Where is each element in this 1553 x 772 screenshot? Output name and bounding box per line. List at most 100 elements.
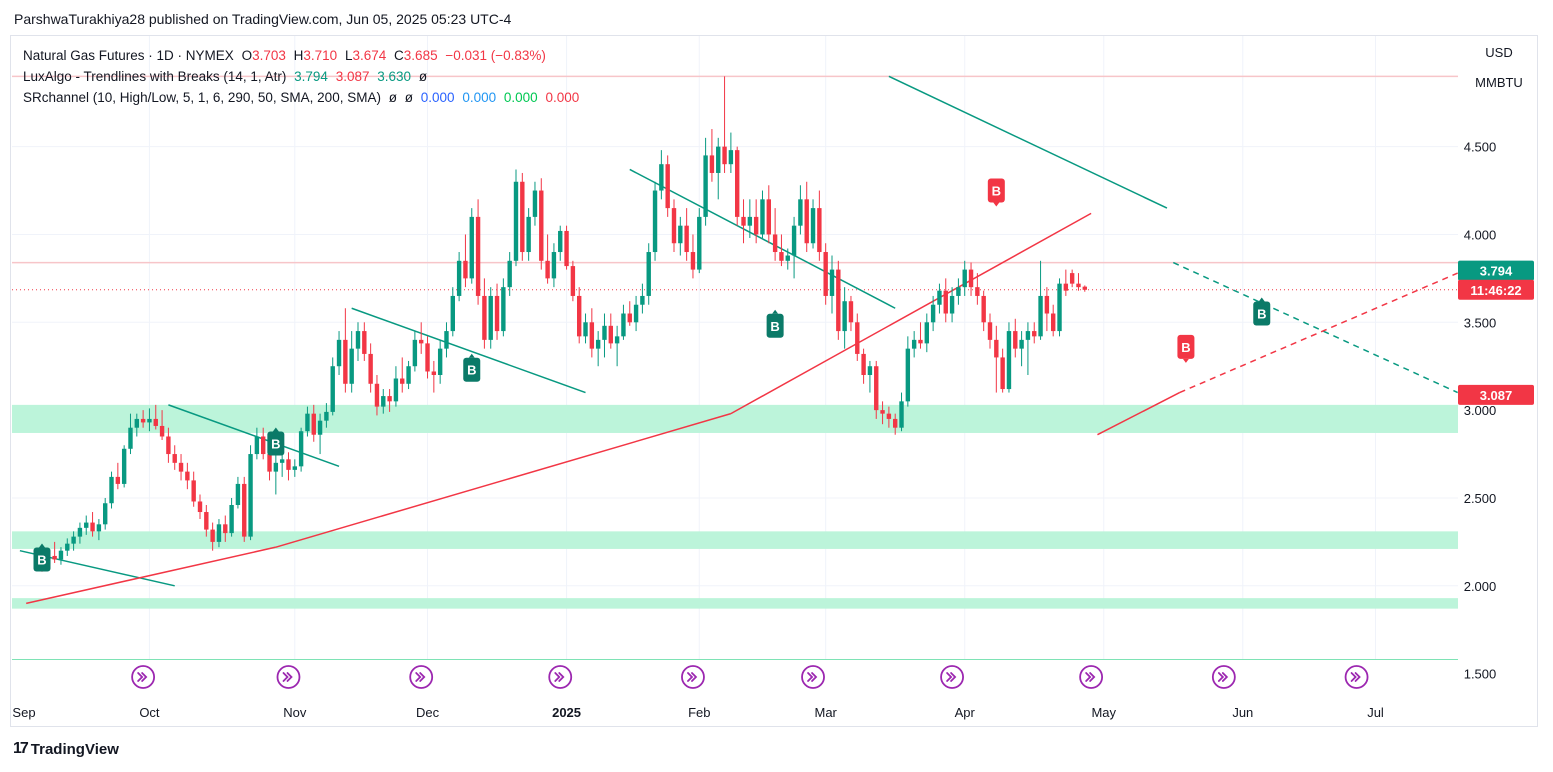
candle [753,199,759,244]
candle-body [229,505,234,534]
event-icon-arrows [946,672,957,682]
event-icon[interactable] [801,665,825,689]
legend-srchannel-row[interactable]: SRchannel (10, High/Low, 5, 1, 6, 290, 5… [23,87,583,108]
candle-body [602,325,607,340]
price-label: 3.794 [1458,260,1534,281]
break-marker: B [1177,334,1195,363]
x-tick-label: Mar [814,705,837,720]
legend-luxalgo-row[interactable]: LuxAlgo - Trendlines with Breaks (14, 1,… [23,66,583,87]
event-icon[interactable] [409,665,434,689]
candle [520,172,525,261]
candle-body [501,287,506,332]
candle [368,343,373,393]
srchannel-value-2: ø [404,90,413,105]
srchannel-value-5: 0.000 [503,90,538,105]
candle-body [235,483,241,505]
candle [823,243,828,305]
open-label: O [241,48,253,63]
break-marker-box [987,178,1005,203]
candle [899,392,904,432]
candle-body [633,304,639,323]
candle [324,403,329,428]
y-tick-label: 2.000 [1464,579,1497,594]
tradingview-logo[interactable]: 17 TradingView [13,740,119,758]
candle [1044,287,1050,332]
event-icon[interactable] [940,665,964,689]
candle-body [659,164,664,191]
candle [96,519,102,541]
candle [191,471,196,507]
candle [134,413,139,437]
candle [652,181,658,261]
candle [387,389,392,412]
candle [905,336,911,407]
symbol-name: Natural Gas Futures · 1D · NYMEX [23,48,234,63]
candle-body [121,448,127,484]
candle [665,155,670,217]
candle [614,325,620,367]
candle [741,199,746,244]
event-icon[interactable] [276,665,301,689]
candle [633,295,639,332]
tradingview-brand: TradingView [30,740,119,758]
candle-body [223,524,228,534]
low-value: 3.674 [352,48,387,63]
candle [595,331,601,367]
candle [121,445,127,488]
candle [1006,322,1012,393]
candle-body [349,348,354,384]
candle [223,515,228,542]
candle-body [494,295,500,332]
tradingview-logo-icon: 17 [13,740,29,757]
trendline-resistance [1172,261,1458,394]
event-icon[interactable] [681,665,705,689]
candle [968,262,974,296]
candle-body [614,336,620,344]
event-icon-arrows [554,672,565,682]
unit-label[interactable]: MMBTU [1475,75,1523,90]
event-icon[interactable] [1211,665,1236,689]
candle [336,331,342,375]
y-tick-label: 1.500 [1464,667,1497,682]
candle [406,360,411,390]
event-icon[interactable] [548,665,573,689]
candle-body [722,146,727,165]
candle [71,531,76,551]
candle-body [842,301,847,332]
candle-body [159,425,165,437]
candle-body [254,436,260,455]
candle [791,216,797,279]
candle-body [115,476,121,484]
price-label-text: 11:46:22 [1470,283,1521,298]
event-icon[interactable] [1344,665,1369,689]
candle-body [716,146,721,173]
candle [412,331,418,372]
candle [589,308,595,358]
candle [975,273,980,305]
candle-body [71,536,76,544]
candle-body [697,216,702,270]
candle [874,360,879,419]
currency-label[interactable]: USD [1485,45,1513,60]
candle [842,287,847,349]
open-value: 3.703 [252,48,286,63]
unit-selector[interactable]: USD MMBTU [1462,38,1536,102]
event-icon-arrows [1350,672,1361,682]
candle [621,304,626,340]
candle [564,225,569,270]
candle [1063,269,1069,296]
break-marker-pointer [1182,358,1189,363]
candle-body [817,208,822,253]
candle-body [185,471,190,481]
candle-body [520,181,525,253]
candle-body [728,150,734,165]
candle-body [956,287,961,296]
event-icon[interactable] [1079,665,1104,689]
candle-body [589,322,595,349]
candle-body [311,413,316,435]
legend-symbol-row[interactable]: Natural Gas Futures · 1D · NYMEX O3.703 … [23,45,583,66]
price-label-text: 3.087 [1480,388,1513,403]
candle-body [1082,286,1087,290]
event-icon[interactable] [131,665,156,689]
